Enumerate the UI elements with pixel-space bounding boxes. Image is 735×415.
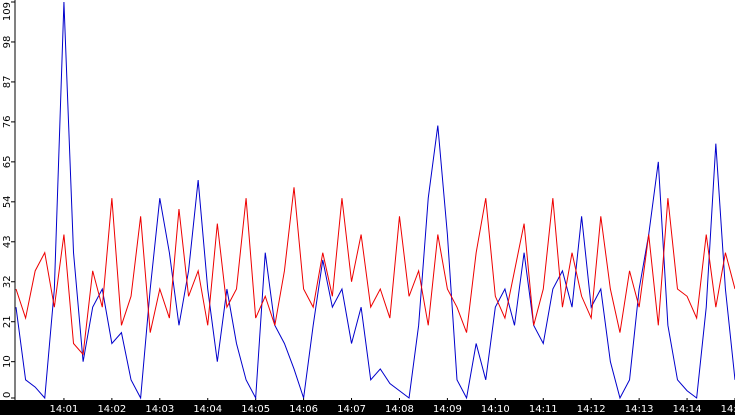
y-tick-label: 65 — [2, 155, 13, 168]
x-tick-label: 14:08 — [385, 404, 414, 415]
y-tick-label: 54 — [2, 195, 13, 208]
y-tick-label: 43 — [2, 235, 13, 248]
x-tick-label: 14:09 — [433, 404, 462, 415]
y-tick-label: 0 — [2, 392, 13, 398]
x-tick-label: 14:15 — [721, 404, 735, 415]
x-tick-label: 14:10 — [481, 404, 510, 415]
series-line — [15, 187, 735, 356]
y-tick-label: 32 — [2, 275, 13, 288]
x-tick-label: 14:06 — [289, 404, 318, 415]
x-tick-label: 14:07 — [337, 404, 366, 415]
series-line — [15, 1, 735, 400]
y-tick-label: 109 — [2, 2, 13, 21]
y-tick-label: 87 — [2, 76, 13, 89]
x-tick-label: 14:11 — [529, 404, 558, 415]
y-tick-label: 21 — [2, 315, 13, 328]
y-tick-label: 98 — [2, 36, 13, 49]
x-axis-band — [0, 400, 735, 415]
y-tick-label: 10 — [2, 355, 13, 368]
x-tick-label: 14:01 — [50, 404, 79, 415]
y-tick-label: 76 — [2, 116, 13, 129]
x-tick-label: 14:13 — [625, 404, 654, 415]
x-tick-label: 14:05 — [241, 404, 270, 415]
x-tick-label: 14:04 — [193, 404, 222, 415]
x-tick-label: 14:14 — [673, 404, 702, 415]
x-tick-label: 14:02 — [97, 404, 126, 415]
x-tick-label: 14:03 — [145, 404, 174, 415]
x-tick-label: 14:12 — [577, 404, 606, 415]
